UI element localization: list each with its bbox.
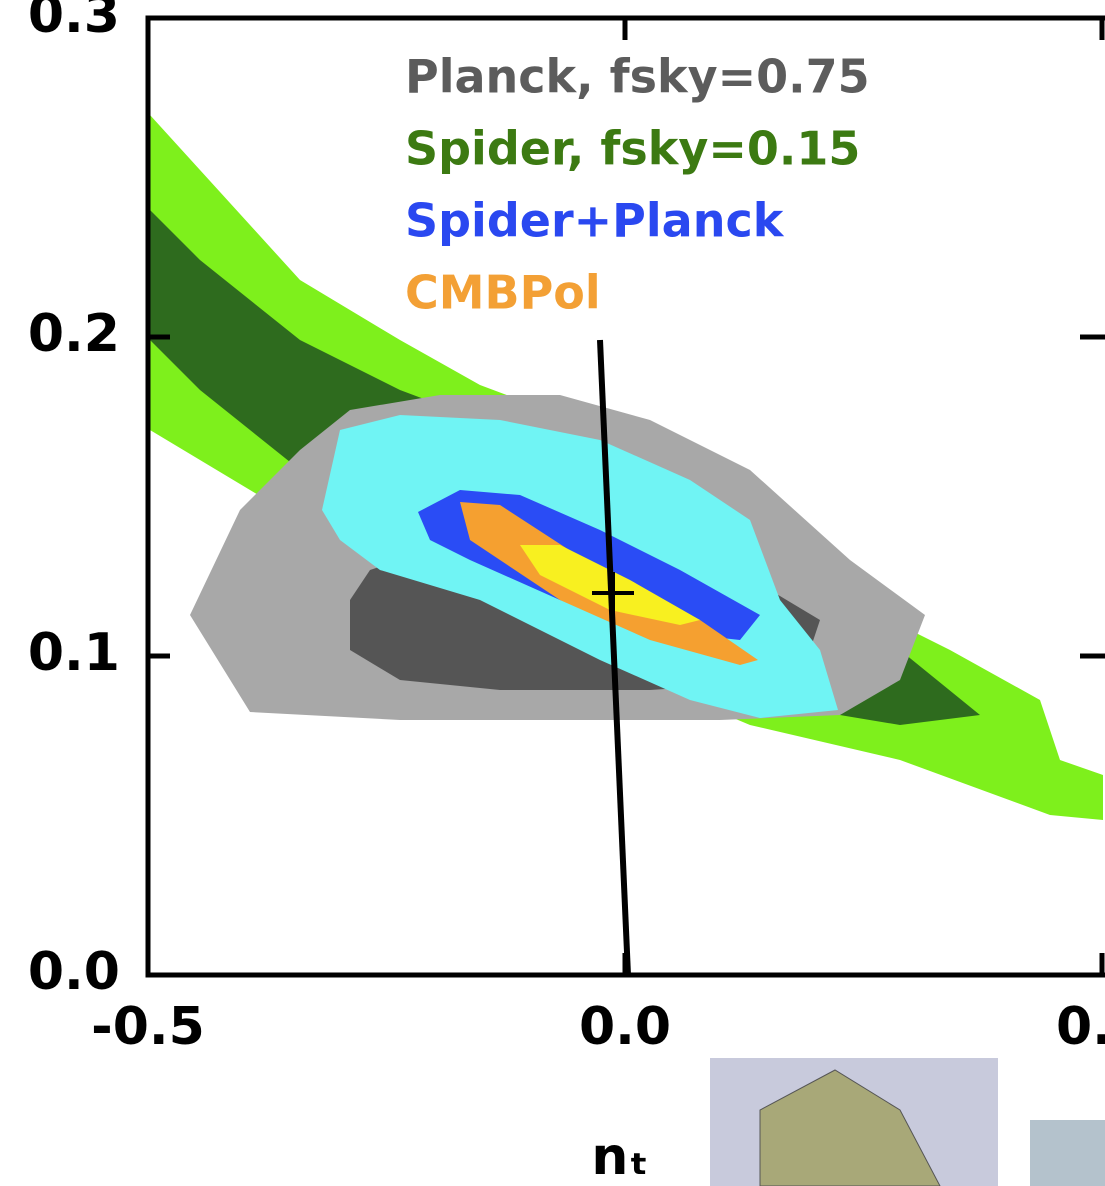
legend-entry: Spider+Planck	[405, 194, 785, 248]
page: {"chart_data": {"type": "contour", "x_la…	[0, 0, 1105, 1186]
y-tick-label: 0.0	[28, 942, 120, 1002]
x-tick-label: -0.5	[91, 997, 205, 1057]
chart: nₜ 0.00.10.20.3-0.50.00.5Planck, fsky=0.…	[0, 0, 1105, 1186]
y-tick-label: 0.1	[28, 623, 120, 683]
y-tick-label: 0.2	[28, 304, 120, 364]
legend-entry: CMBPol	[405, 266, 601, 320]
x-axis-label: nₜ	[591, 1127, 648, 1186]
photo-inset-2	[1030, 1120, 1105, 1186]
x-tick-label: 0.0	[579, 997, 671, 1057]
legend-entry: Spider, fsky=0.15	[405, 122, 860, 176]
legend-entry: Planck, fsky=0.75	[405, 50, 870, 104]
x-tick-label: 0.5	[1056, 997, 1105, 1057]
y-tick-label: 0.3	[28, 0, 120, 45]
